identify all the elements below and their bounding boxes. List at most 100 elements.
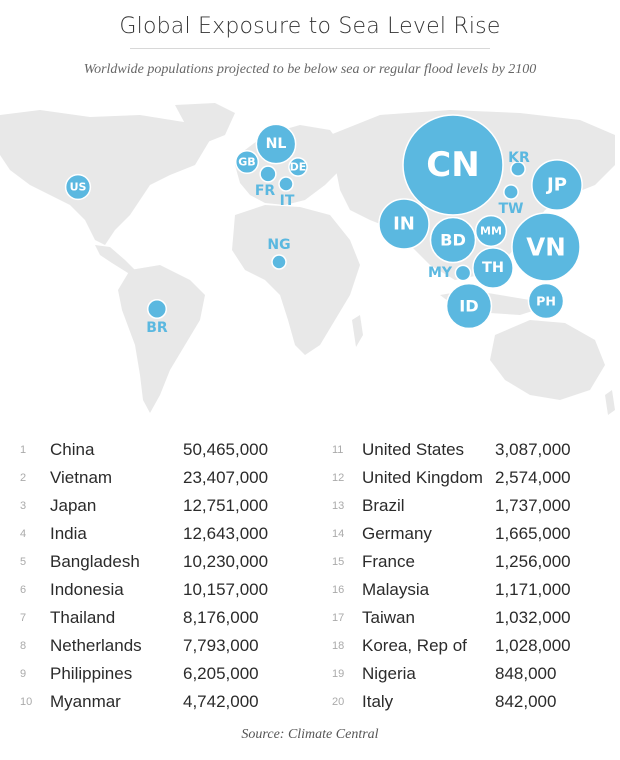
rank-number: 5 <box>20 556 27 568</box>
rank-number: 14 <box>332 528 345 540</box>
rank-number: 18 <box>332 640 345 652</box>
rank-number: 10 <box>20 696 33 708</box>
population-value: 4,742,000 <box>183 692 259 711</box>
population-value: 1,256,000 <box>495 552 571 571</box>
ranking-column-left: 1 China 50,465,000 2 Vietnam 23,407,000 3 Japan… <box>20 436 320 716</box>
country-name: Taiwan <box>362 608 415 627</box>
population-value: 8,176,000 <box>183 608 259 627</box>
bubble-label-cn: CN <box>426 145 479 185</box>
country-name: Myanmar <box>50 692 121 711</box>
page-title: Global Exposure to Sea Level Rise <box>119 14 501 39</box>
bubble-label-it: IT <box>280 193 295 209</box>
table-row: 8 Netherlands 7,793,000 <box>20 632 320 660</box>
rank-number: 17 <box>332 612 345 624</box>
rank-number: 16 <box>332 584 345 596</box>
population-value: 23,407,000 <box>183 468 269 487</box>
bubble-label-jp: JP <box>545 175 567 196</box>
bubble-vn <box>511 212 581 282</box>
population-value: 50,465,000 <box>183 440 269 459</box>
country-name: France <box>362 552 415 571</box>
rank-number: 3 <box>20 500 27 512</box>
table-row: 4 India 12,643,000 <box>20 520 320 548</box>
bubble-label-ng: NG <box>267 237 290 253</box>
rank-number: 15 <box>332 556 345 568</box>
country-name: Nigeria <box>362 664 416 683</box>
table-row: 3 Japan 12,751,000 <box>20 492 320 520</box>
table-row: 12 United Kingdom 2,574,000 <box>332 464 620 492</box>
bubble-kr <box>510 161 526 177</box>
population-value: 1,737,000 <box>495 496 571 515</box>
country-name: India <box>50 524 87 543</box>
australia-shape <box>490 320 605 400</box>
south-america-shape <box>118 265 205 413</box>
title-divider <box>130 48 490 49</box>
rank-number: 6 <box>20 584 27 596</box>
country-name: Bangladesh <box>50 552 140 571</box>
rank-number: 8 <box>20 640 27 652</box>
rank-number: 19 <box>332 668 345 680</box>
bubble-label-tw: TW <box>499 201 524 217</box>
table-row: 13 Brazil 1,737,000 <box>332 492 620 520</box>
country-name: China <box>50 440 95 459</box>
table-row: 6 Indonesia 10,157,000 <box>20 576 320 604</box>
population-value: 848,000 <box>495 664 557 683</box>
table-row: 16 Malaysia 1,171,000 <box>332 576 620 604</box>
rank-number: 20 <box>332 696 345 708</box>
country-name: United Kingdom <box>362 468 483 487</box>
bubble-label-th: TH <box>482 260 504 276</box>
population-value: 1,171,000 <box>495 580 571 599</box>
table-row: 15 France 1,256,000 <box>332 548 620 576</box>
bubble-gb <box>234 149 260 175</box>
table-row: 17 Taiwan 1,032,000 <box>332 604 620 632</box>
bubble-in <box>378 198 430 250</box>
population-value: 2,574,000 <box>495 468 571 487</box>
rank-number: 1 <box>20 444 27 456</box>
bubble-layer: CN VN JP IN BD ID TH NL PH MM US GB BR DE FR MY TW KR NG IT <box>64 114 583 336</box>
country-name: Netherlands <box>50 636 142 655</box>
population-value: 3,087,000 <box>495 440 571 459</box>
rank-number: 11 <box>332 444 344 456</box>
population-value: 10,157,000 <box>183 580 269 599</box>
bubble-label-mm: MM <box>480 225 502 238</box>
bubble-bd <box>429 216 477 264</box>
bubble-jp <box>531 159 583 211</box>
country-name: United States <box>362 440 465 459</box>
ranking-column-right: 11 United States 3,087,000 12 United Kingdom… <box>332 436 620 716</box>
rank-number: 12 <box>332 472 345 484</box>
bubble-label-in: IN <box>393 214 415 235</box>
bubble-label-nl: NL <box>266 136 287 152</box>
table-row: 14 Germany 1,665,000 <box>332 520 620 548</box>
population-value: 1,028,000 <box>495 636 571 655</box>
rank-number: 4 <box>20 528 27 540</box>
bubble-label-id: ID <box>459 297 478 316</box>
table-row: 2 Vietnam 23,407,000 <box>20 464 320 492</box>
greenland-shape <box>175 103 235 143</box>
central-america-shape <box>95 245 135 273</box>
africa-shape <box>232 205 360 355</box>
bubble-label-ph: PH <box>536 294 556 309</box>
country-name: Brazil <box>362 496 405 515</box>
north-america-shape <box>0 110 210 245</box>
bubble-label-bd: BD <box>440 231 466 250</box>
population-value: 1,032,000 <box>495 608 571 627</box>
bubble-label-fr: FR <box>255 183 276 199</box>
table-row: 7 Thailand 8,176,000 <box>20 604 320 632</box>
bubble-br <box>146 298 168 320</box>
page-subtitle: Worldwide populations projected to be be… <box>83 62 537 77</box>
country-name: Malaysia <box>362 580 430 599</box>
country-name: Indonesia <box>50 580 124 599</box>
population-value: 1,665,000 <box>495 524 571 543</box>
madagascar-shape <box>352 315 363 347</box>
population-value: 12,751,000 <box>183 496 269 515</box>
bubble-label-de: DE <box>290 161 307 174</box>
country-name: Italy <box>362 692 394 711</box>
table-row: 19 Nigeria 848,000 <box>332 660 620 688</box>
population-value: 12,643,000 <box>183 524 269 543</box>
bubble-my <box>454 264 472 282</box>
population-value: 10,230,000 <box>183 552 269 571</box>
country-name: Germany <box>362 524 432 543</box>
table-row: 1 China 50,465,000 <box>20 436 320 464</box>
table-row: 20 Italy 842,000 <box>332 688 620 716</box>
rank-number: 13 <box>332 500 345 512</box>
bubble-label-kr: KR <box>508 150 530 166</box>
